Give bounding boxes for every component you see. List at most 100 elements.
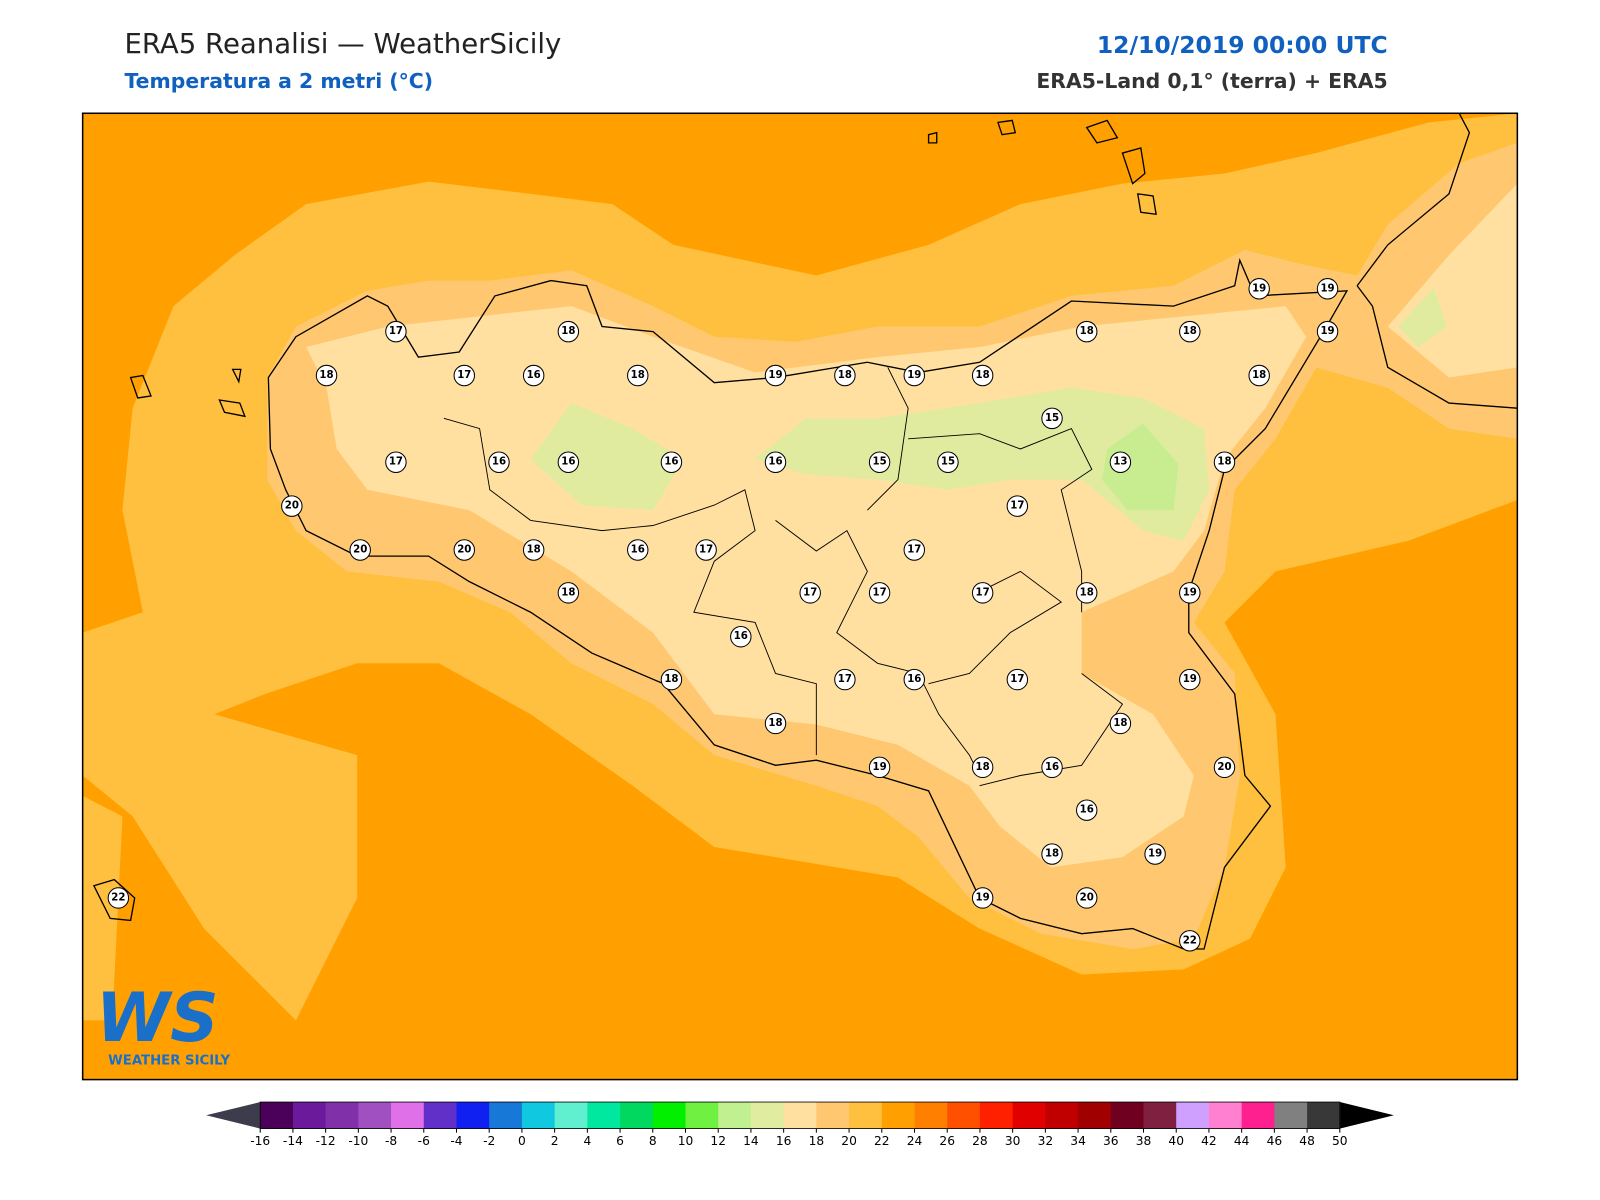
station-value: 18 — [1183, 326, 1197, 337]
station-marker — [1109, 451, 1132, 473]
station-marker — [522, 539, 545, 561]
station-marker — [385, 451, 407, 473]
station-value: 20 — [285, 501, 299, 512]
station-marker — [453, 539, 475, 561]
colorbar-segment — [947, 1102, 981, 1129]
colorbar-tick-label: 18 — [809, 1134, 825, 1148]
colorbar-segment — [391, 1102, 425, 1129]
station-value: 18 — [1217, 457, 1231, 468]
station-marker — [1248, 278, 1270, 300]
station-value: 18 — [631, 370, 645, 381]
subtitle: Temperatura a 2 metri (°C) — [124, 69, 433, 93]
colorbar-segment — [358, 1102, 392, 1129]
station-marker — [627, 364, 649, 387]
station-marker — [315, 364, 338, 387]
colorbar-tick-label: -4 — [450, 1134, 462, 1148]
colorbar-segment — [1012, 1102, 1046, 1129]
colorbar-segment — [979, 1102, 1014, 1129]
station-value: 16 — [492, 457, 506, 468]
colorbar-tick-label: 48 — [1299, 1134, 1315, 1148]
station-value: 19 — [1252, 283, 1266, 294]
station-value: 19 — [768, 370, 782, 381]
station-marker — [1144, 843, 1166, 865]
station-marker — [1179, 582, 1201, 604]
colorbar-under — [206, 1102, 261, 1129]
station-value: 16 — [631, 545, 645, 556]
colorbar-segment — [652, 1102, 687, 1129]
station-value: 17 — [389, 457, 403, 468]
station-value: 22 — [111, 892, 125, 903]
station-value: 18 — [561, 326, 575, 337]
stations: 17 18 18 17 16 18 19 18 19 18 18 18 19 19 19 18 15 17 16 16… — [107, 278, 1339, 952]
station-value: 18 — [1080, 326, 1094, 337]
station-value: 19 — [907, 370, 921, 381]
colorbar-tick-label: 32 — [1038, 1134, 1054, 1148]
colorbar-tick-label: 2 — [551, 1134, 559, 1148]
station-marker — [557, 320, 580, 343]
colorbar-tick-label: -16 — [250, 1134, 270, 1148]
station-value: 20 — [1217, 762, 1231, 773]
station-value: 16 — [1045, 762, 1059, 773]
colorbar-segment — [260, 1102, 294, 1129]
colorbar-tick-label: 28 — [972, 1134, 988, 1148]
station-marker — [660, 451, 683, 473]
colorbar-tick-label: 50 — [1332, 1134, 1348, 1148]
station-marker — [799, 582, 821, 604]
station-value: 18 — [1080, 587, 1094, 598]
station-value: 19 — [1320, 283, 1334, 294]
station-marker — [1179, 320, 1201, 343]
colorbar-tick-label: -12 — [316, 1134, 336, 1148]
station-marker — [522, 364, 545, 387]
colorbar-segment — [816, 1102, 850, 1129]
colorbar-segment — [1176, 1102, 1210, 1129]
station-value: 22 — [1183, 935, 1197, 946]
colorbar-tick-label: 34 — [1070, 1134, 1086, 1148]
station-value: 17 — [1010, 674, 1024, 685]
station-value: 17 — [976, 587, 990, 598]
station-marker — [764, 451, 787, 473]
colorbar-segment — [750, 1102, 785, 1129]
station-value: 18 — [664, 674, 678, 685]
station-value: 20 — [457, 545, 471, 556]
station-value: 17 — [838, 674, 852, 685]
station-marker — [1006, 495, 1029, 517]
field-12 — [1102, 423, 1179, 511]
colorbar-tick-label: 20 — [841, 1134, 857, 1148]
station-marker — [868, 756, 891, 779]
station-value: 19 — [1148, 849, 1162, 860]
station-value: 18 — [1113, 718, 1127, 729]
colorbar-segment — [587, 1102, 621, 1129]
colorbar-tick-label: 38 — [1136, 1134, 1152, 1148]
station-value: 16 — [527, 370, 541, 381]
station-marker — [627, 539, 649, 561]
station-marker — [868, 582, 891, 604]
station-value: 15 — [872, 457, 886, 468]
station-value: 19 — [1183, 674, 1197, 685]
station-marker — [903, 668, 925, 691]
colorbar-segment — [1078, 1102, 1112, 1129]
station-value: 18 — [768, 718, 782, 729]
station-value: 19 — [1320, 326, 1334, 337]
colorbar-segment — [783, 1102, 817, 1129]
colorbar-tick-label: 4 — [583, 1134, 591, 1148]
station-marker — [695, 539, 717, 561]
station-value: 18 — [319, 370, 333, 381]
station-value: 17 — [907, 545, 921, 556]
station-marker — [1006, 668, 1029, 691]
station-marker — [1109, 712, 1132, 735]
station-value: 19 — [976, 892, 990, 903]
station-marker — [281, 495, 303, 517]
colorbar-tick-label: 6 — [616, 1134, 624, 1148]
station-marker — [1041, 756, 1063, 779]
colorbar-tick-label: 0 — [518, 1134, 526, 1148]
station-marker — [834, 668, 856, 691]
station-marker — [1213, 756, 1236, 779]
colorbar-tick-label: -6 — [418, 1134, 430, 1148]
station-value: 18 — [976, 762, 990, 773]
colorbar-tick-label: -8 — [385, 1134, 397, 1148]
colorbar-outline — [259, 1101, 1341, 1129]
station-marker — [1213, 451, 1236, 473]
colorbar-tick-label: 8 — [649, 1134, 657, 1148]
station-value: 16 — [561, 457, 575, 468]
